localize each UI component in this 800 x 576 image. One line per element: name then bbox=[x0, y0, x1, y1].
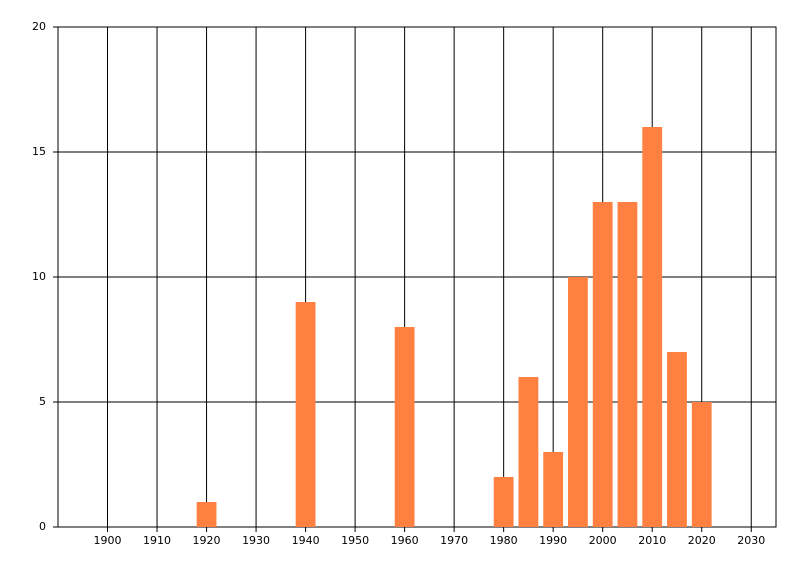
y-tick-label: 15 bbox=[32, 145, 46, 158]
x-tick-label: 1930 bbox=[242, 534, 270, 547]
x-tick-label: 2010 bbox=[638, 534, 666, 547]
x-tick-label: 2030 bbox=[737, 534, 765, 547]
x-tick-label: 1910 bbox=[143, 534, 171, 547]
bar bbox=[543, 452, 564, 527]
x-tick-label: 2000 bbox=[589, 534, 617, 547]
bar bbox=[592, 202, 613, 527]
bar bbox=[493, 477, 514, 527]
x-tick-label: 1960 bbox=[391, 534, 419, 547]
bar bbox=[667, 352, 687, 527]
bar bbox=[568, 277, 588, 527]
x-tick-label: 1990 bbox=[539, 534, 567, 547]
x-tick-label: 1950 bbox=[341, 534, 369, 547]
y-tick-label: 5 bbox=[39, 395, 46, 408]
bar bbox=[642, 127, 663, 527]
x-tick-label: 1980 bbox=[490, 534, 518, 547]
bar bbox=[394, 327, 415, 527]
bar bbox=[691, 402, 712, 527]
x-tick-label: 1920 bbox=[193, 534, 221, 547]
x-tick-label: 2020 bbox=[688, 534, 716, 547]
x-tick-label: 1940 bbox=[292, 534, 320, 547]
bar bbox=[617, 202, 638, 527]
plot-frame bbox=[57, 26, 777, 528]
y-tick-label: 10 bbox=[32, 270, 46, 283]
x-tick-label: 1970 bbox=[440, 534, 468, 547]
bar bbox=[518, 377, 539, 527]
y-tick-label: 0 bbox=[39, 520, 46, 533]
y-tick-label: 20 bbox=[32, 20, 46, 33]
bar bbox=[295, 302, 316, 527]
x-tick-label: 1900 bbox=[94, 534, 122, 547]
bar bbox=[196, 502, 217, 527]
